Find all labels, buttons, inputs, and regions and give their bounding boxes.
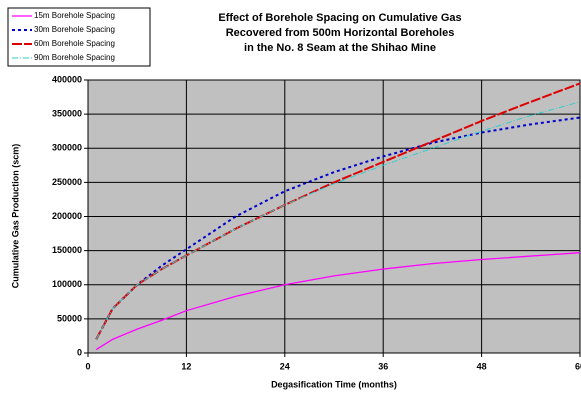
x-axis-label: Degasification Time (months) [271,379,397,389]
x-tick-label: 12 [181,361,191,371]
y-tick-label: 350000 [52,109,82,119]
x-tick-label: 36 [378,361,388,371]
y-tick-label: 0 [77,347,82,357]
legend-label: 30m Borehole Spacing [34,25,115,34]
x-tick-label: 24 [280,361,290,371]
x-tick-label: 0 [85,361,90,371]
legend-label: 15m Borehole Spacing [34,11,115,20]
y-tick-label: 150000 [52,245,82,255]
y-tick-label: 50000 [57,313,82,323]
series-line [95,101,581,340]
x-tick-label: 48 [477,361,487,371]
y-tick-label: 250000 [52,177,82,187]
chart-title: Effect of Borehole Spacing on Cumulative… [218,12,461,24]
y-axis-label: Cumulative Gas Production (scm) [10,144,20,289]
legend-label: 90m Borehole Spacing [34,53,115,62]
y-tick-label: 300000 [52,143,82,153]
legend-box [7,7,151,67]
y-tick-label: 200000 [52,211,82,221]
chart-title: in the No. 8 Seam at the Shihao Mine [244,42,436,54]
plot-border [87,79,581,354]
y-tick-label: 100000 [52,279,82,289]
x-tick-label: 60 [575,361,581,371]
legend-label: 60m Borehole Spacing [34,39,115,48]
y-tick-label: 400000 [52,74,82,84]
chart-title: Recovered from 500m Horizontal Boreholes [226,27,455,39]
series-line [95,252,581,351]
